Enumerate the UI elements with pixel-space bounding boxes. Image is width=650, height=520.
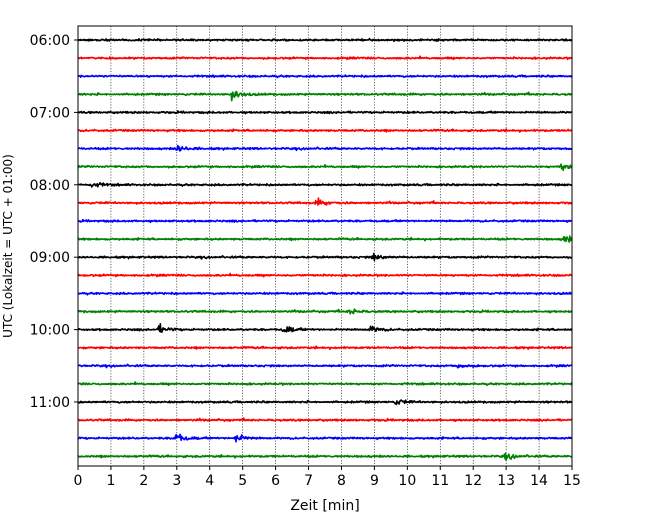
trace-row-0730	[77, 144, 573, 152]
y-tick-label: 10:00	[30, 323, 70, 339]
y-axis-label: UTC (Lokalzeit = UTC + 01:00)	[1, 154, 15, 338]
x-tick-label: 1	[106, 473, 115, 489]
trace-row-1130	[77, 433, 573, 443]
trace-row-0715	[77, 128, 573, 133]
x-axis: 0 1 2 3 4 5 6 7 8 9 10 11 12 13 14 15	[74, 466, 581, 489]
trace-row-0800	[77, 181, 573, 188]
trace-row-1000	[77, 323, 573, 333]
trace-row-1015	[77, 345, 573, 351]
trace-row-1030	[77, 363, 573, 369]
seismic-traces	[77, 37, 573, 462]
vertical-grid	[110, 26, 540, 466]
x-axis-label: Zeit [min]	[290, 498, 359, 514]
y-tick-label: 11:00	[30, 395, 70, 411]
plot-frame	[77, 25, 573, 467]
trace-row-0615	[77, 55, 573, 61]
x-tick-label: 7	[304, 473, 313, 489]
y-tick-label: 06:00	[30, 33, 70, 49]
x-tick-label: 14	[530, 473, 548, 489]
x-tick-label: 4	[205, 473, 214, 489]
trace-row-0900	[77, 252, 573, 262]
trace-row-0815	[77, 197, 573, 206]
y-tick-label: 08:00	[30, 178, 70, 194]
trace-row-0600	[77, 37, 573, 42]
trace-row-0645	[77, 90, 573, 102]
trace-row-0845	[77, 235, 573, 243]
x-tick-label: 12	[464, 473, 482, 489]
y-axis: 06:00 07:00 08:00 09:00 10:00 11:00	[30, 33, 78, 411]
x-tick-label: 6	[271, 473, 280, 489]
trace-row-0700	[77, 110, 573, 115]
trace-row-1045	[77, 381, 573, 387]
x-tick-label: 9	[370, 473, 379, 489]
trace-row-1115	[77, 417, 573, 423]
x-tick-label: 15	[563, 473, 581, 489]
x-tick-label: 13	[497, 473, 515, 489]
x-tick-label: 3	[172, 473, 181, 489]
trace-row-0930	[77, 291, 573, 296]
trace-row-1100	[77, 399, 573, 406]
x-tick-label: 5	[238, 473, 247, 489]
x-tick-label: 11	[431, 473, 449, 489]
trace-row-0945	[77, 308, 573, 315]
x-tick-label: 10	[398, 473, 416, 489]
x-tick-label: 8	[337, 473, 346, 489]
y-tick-label: 09:00	[30, 250, 70, 266]
trace-row-1145	[77, 452, 573, 462]
trace-row-0745	[77, 163, 573, 171]
trace-row-0915	[77, 272, 573, 278]
trace-row-0830	[77, 218, 573, 224]
x-tick-label: 2	[139, 473, 148, 489]
x-tick-label: 0	[74, 473, 83, 489]
trace-row-0630	[77, 74, 573, 79]
y-tick-label: 07:00	[30, 105, 70, 121]
